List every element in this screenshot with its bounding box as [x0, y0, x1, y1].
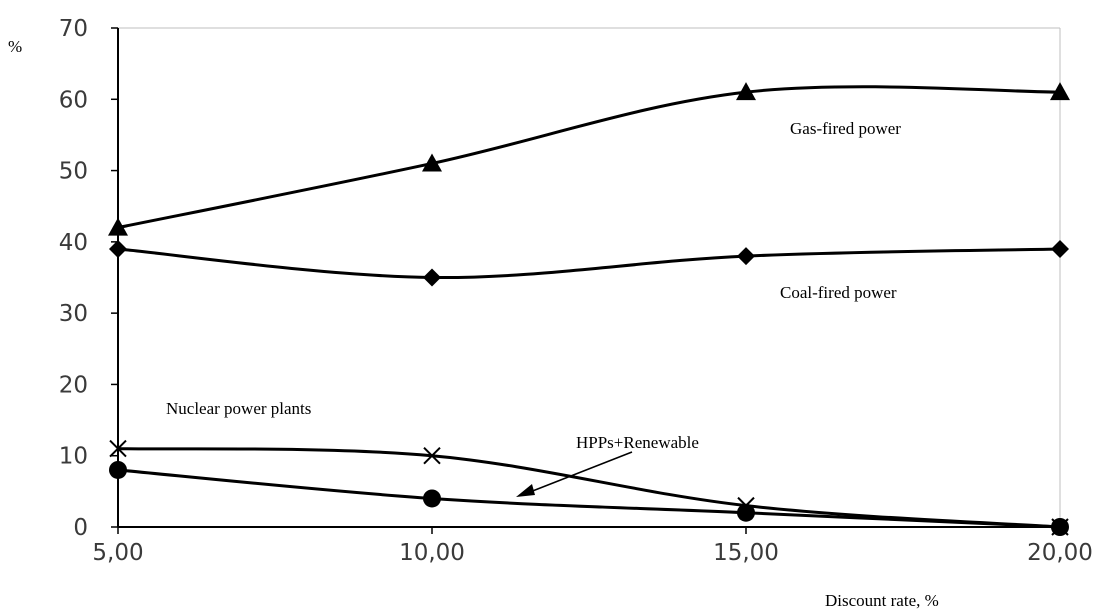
arrow-head — [516, 484, 535, 497]
y-tick-label: 60 — [59, 87, 88, 113]
marker-coal-fired-power — [423, 268, 441, 287]
x-tick-label: 10,00 — [399, 540, 465, 566]
x-axis-label: Discount rate, % — [825, 591, 939, 610]
plot-area — [117, 27, 1061, 528]
marker-gas-fired-power — [108, 217, 128, 236]
y-axis-label: % — [8, 37, 22, 56]
marker-hpps-renewable — [737, 503, 755, 522]
annotation-coal-fired: Coal-fired power — [780, 283, 897, 302]
series-line-gas-fired-power — [117, 85, 1061, 230]
marker-coal-fired-power — [1051, 239, 1069, 258]
y-tick-label: 40 — [59, 230, 88, 256]
marker-nuclear-power-plants — [423, 447, 441, 465]
series-line-nuclear-power-plants — [117, 447, 1061, 529]
marker-nuclear-power-plants — [109, 439, 127, 458]
marker-gas-fired-power — [736, 82, 756, 101]
marker-coal-fired-power — [737, 247, 755, 266]
marker-hpps-renewable — [423, 489, 441, 508]
marker-gas-fired-power — [1050, 82, 1070, 101]
y-tick-label: 0 — [73, 515, 88, 541]
annotation-hpps-renewable: HPPs+Renewable — [576, 433, 699, 452]
x-axis-ticks: 5,00 10,00 15,00 20,00 — [92, 527, 1093, 566]
arrow-shaft — [529, 451, 633, 493]
y-tick-label: 20 — [59, 372, 88, 398]
x-tick-label: 5,00 — [92, 540, 143, 566]
x-tick-label: 20,00 — [1027, 540, 1093, 566]
marker-hpps-renewable — [109, 460, 127, 479]
x-tick-label: 15,00 — [713, 540, 779, 566]
marker-gas-fired-power — [422, 153, 442, 172]
marker-coal-fired-power — [109, 239, 127, 258]
annotation-arrow — [516, 451, 633, 497]
y-tick-label: 30 — [59, 301, 88, 327]
y-tick-label: 50 — [59, 159, 88, 185]
y-axis-ticks: 0 10 20 30 40 50 60 70 — [59, 16, 118, 541]
y-tick-label: 10 — [59, 444, 88, 470]
series-markers — [108, 82, 1070, 536]
y-tick-label: 70 — [59, 16, 88, 42]
annotation-gas-fired: Gas-fired power — [790, 119, 901, 138]
series-line-hpps-renewable — [117, 468, 1061, 529]
series-lines — [117, 85, 1061, 529]
marker-hpps-renewable — [1051, 518, 1069, 536]
series-line-coal-fired-power — [117, 247, 1061, 280]
annotation-nuclear: Nuclear power plants — [166, 399, 311, 418]
